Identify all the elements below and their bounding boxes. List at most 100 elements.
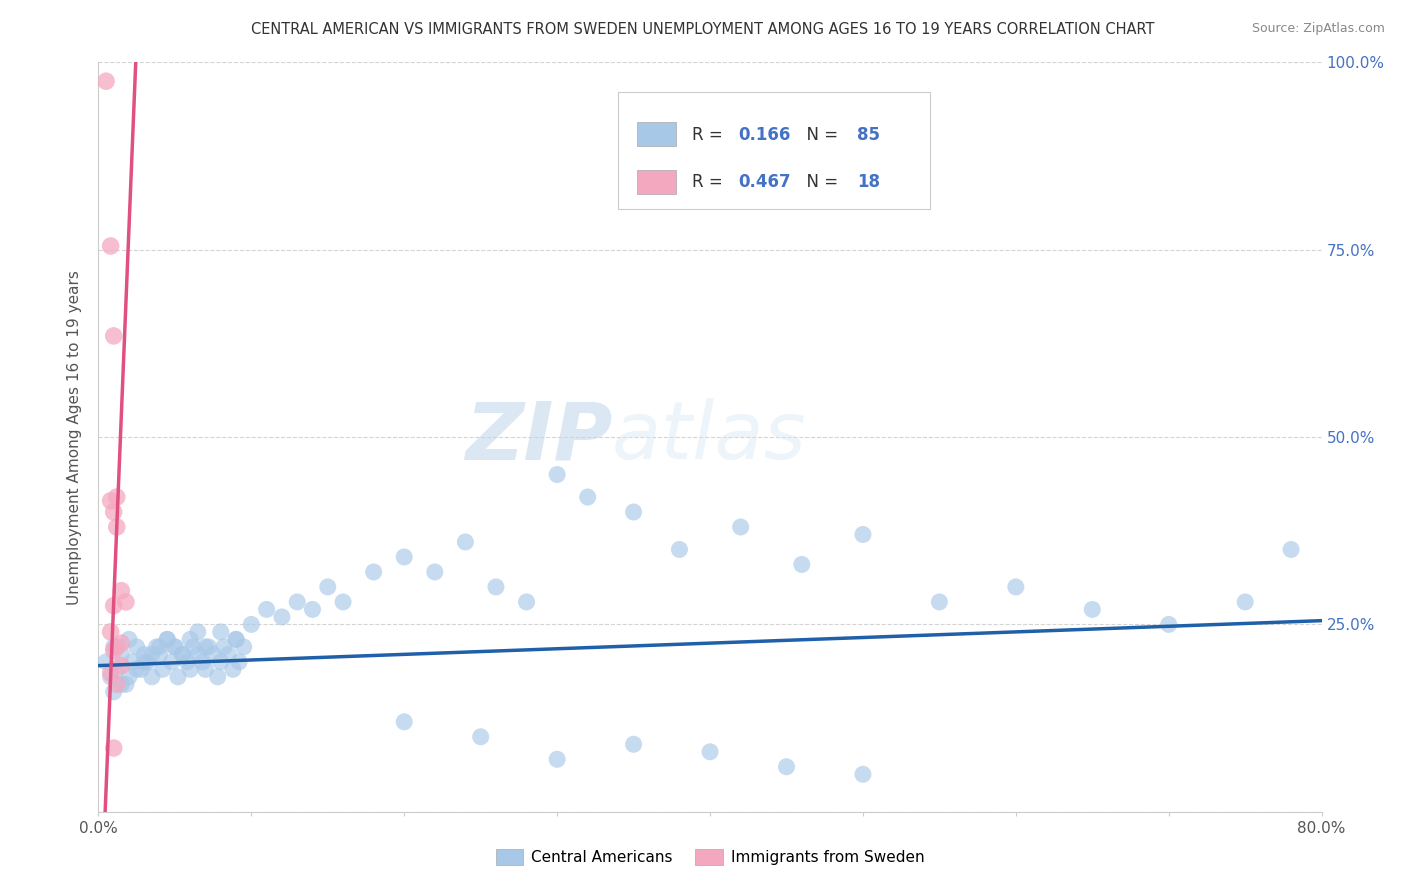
- Point: [207, 670, 229, 684]
- Point: [167, 670, 190, 684]
- Point: [187, 624, 209, 639]
- Point: [301, 602, 323, 616]
- Point: [110, 636, 132, 650]
- Point: [134, 648, 156, 662]
- Point: [187, 648, 209, 662]
- Point: [194, 640, 217, 654]
- Point: [110, 648, 132, 662]
- Point: [103, 599, 125, 613]
- Point: [163, 640, 186, 654]
- Text: N =: N =: [796, 126, 844, 145]
- Point: [172, 648, 194, 662]
- Point: [181, 640, 204, 654]
- Point: [197, 640, 219, 654]
- Point: [332, 595, 354, 609]
- Point: [103, 640, 125, 654]
- Point: [363, 565, 385, 579]
- Point: [160, 655, 183, 669]
- Point: [149, 648, 172, 662]
- Text: R =: R =: [692, 173, 733, 191]
- Text: atlas: atlas: [612, 398, 807, 476]
- Point: [105, 520, 128, 534]
- Point: [129, 662, 152, 676]
- Point: [191, 655, 214, 669]
- Point: [118, 632, 141, 647]
- Point: [623, 737, 645, 751]
- Point: [285, 595, 308, 609]
- Point: [179, 632, 201, 647]
- Point: [852, 527, 875, 541]
- Text: ZIP: ZIP: [465, 398, 612, 476]
- Point: [115, 677, 138, 691]
- Point: [163, 640, 186, 654]
- Point: [516, 595, 538, 609]
- Point: [141, 670, 163, 684]
- Point: [152, 662, 174, 676]
- Text: R =: R =: [692, 126, 733, 145]
- Y-axis label: Unemployment Among Ages 16 to 19 years: Unemployment Among Ages 16 to 19 years: [67, 269, 83, 605]
- Point: [179, 662, 201, 676]
- Point: [1234, 595, 1257, 609]
- Point: [217, 648, 239, 662]
- Point: [141, 648, 163, 662]
- Point: [110, 658, 132, 673]
- Point: [156, 632, 179, 647]
- Point: [392, 549, 416, 564]
- Point: [232, 640, 254, 654]
- Point: [105, 677, 128, 691]
- Legend: Central Americans, Immigrants from Sweden: Central Americans, Immigrants from Swede…: [489, 843, 931, 871]
- Point: [100, 493, 122, 508]
- Text: 85: 85: [856, 126, 880, 145]
- Point: [103, 685, 125, 699]
- Point: [103, 505, 125, 519]
- Point: [1157, 617, 1180, 632]
- Point: [103, 643, 125, 657]
- Point: [100, 239, 122, 253]
- Point: [125, 662, 148, 676]
- Point: [105, 662, 128, 676]
- Point: [485, 580, 508, 594]
- Point: [115, 595, 138, 609]
- Point: [454, 535, 477, 549]
- Point: [546, 467, 568, 482]
- Point: [1081, 602, 1104, 616]
- Point: [546, 752, 568, 766]
- Point: [623, 505, 645, 519]
- Point: [225, 632, 247, 647]
- Point: [105, 640, 128, 654]
- FancyBboxPatch shape: [619, 93, 931, 209]
- Point: [256, 602, 278, 616]
- Point: [94, 655, 117, 669]
- Text: CENTRAL AMERICAN VS IMMIGRANTS FROM SWEDEN UNEMPLOYMENT AMONG AGES 16 TO 19 YEAR: CENTRAL AMERICAN VS IMMIGRANTS FROM SWED…: [252, 22, 1154, 37]
- Point: [209, 624, 232, 639]
- Point: [212, 640, 235, 654]
- Point: [225, 632, 247, 647]
- Point: [270, 610, 292, 624]
- FancyBboxPatch shape: [637, 169, 676, 194]
- Point: [172, 648, 194, 662]
- Text: 18: 18: [856, 173, 880, 191]
- Point: [118, 670, 141, 684]
- Text: Source: ZipAtlas.com: Source: ZipAtlas.com: [1251, 22, 1385, 36]
- Point: [105, 490, 128, 504]
- Point: [316, 580, 339, 594]
- Point: [194, 662, 217, 676]
- Point: [145, 640, 167, 654]
- Point: [1279, 542, 1302, 557]
- Point: [222, 662, 245, 676]
- Point: [576, 490, 599, 504]
- Point: [149, 640, 172, 654]
- Point: [228, 655, 250, 669]
- Point: [852, 767, 875, 781]
- Text: 0.467: 0.467: [738, 173, 790, 191]
- Point: [100, 624, 122, 639]
- Text: N =: N =: [796, 173, 844, 191]
- Point: [110, 677, 132, 691]
- Point: [423, 565, 446, 579]
- Point: [103, 741, 125, 756]
- Point: [134, 655, 156, 669]
- Point: [775, 760, 797, 774]
- Point: [110, 583, 132, 598]
- Text: 0.166: 0.166: [738, 126, 790, 145]
- Point: [100, 670, 122, 684]
